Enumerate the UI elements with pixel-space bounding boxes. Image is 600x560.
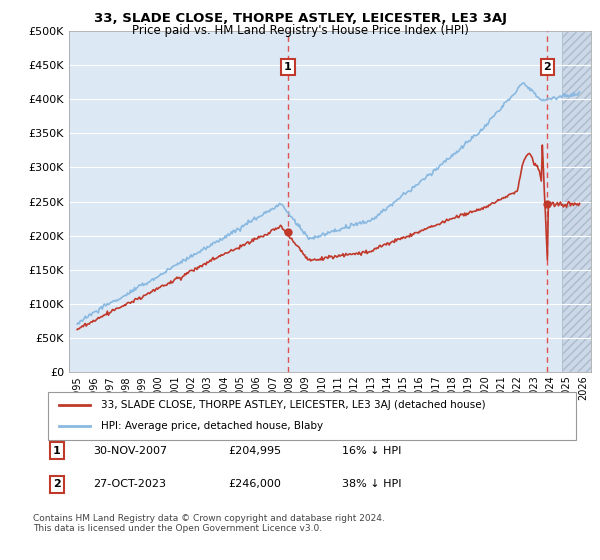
Text: 1: 1 [284, 62, 292, 72]
Text: 2: 2 [53, 479, 61, 489]
Text: 27-OCT-2023: 27-OCT-2023 [93, 479, 166, 489]
Text: 33, SLADE CLOSE, THORPE ASTLEY, LEICESTER, LE3 3AJ: 33, SLADE CLOSE, THORPE ASTLEY, LEICESTE… [94, 12, 506, 25]
Text: Contains HM Land Registry data © Crown copyright and database right 2024.
This d: Contains HM Land Registry data © Crown c… [33, 514, 385, 533]
Text: 2: 2 [544, 62, 551, 72]
Bar [562, 31, 591, 372]
FancyBboxPatch shape [48, 392, 576, 440]
Text: £246,000: £246,000 [228, 479, 281, 489]
Text: 30-NOV-2007: 30-NOV-2007 [93, 446, 167, 456]
Text: HPI: Average price, detached house, Blaby: HPI: Average price, detached house, Blab… [101, 421, 323, 431]
Text: 38% ↓ HPI: 38% ↓ HPI [342, 479, 401, 489]
Text: £204,995: £204,995 [228, 446, 281, 456]
Text: 16% ↓ HPI: 16% ↓ HPI [342, 446, 401, 456]
Text: 33, SLADE CLOSE, THORPE ASTLEY, LEICESTER, LE3 3AJ (detached house): 33, SLADE CLOSE, THORPE ASTLEY, LEICESTE… [101, 400, 485, 410]
Bar [562, 31, 591, 372]
Text: Price paid vs. HM Land Registry's House Price Index (HPI): Price paid vs. HM Land Registry's House … [131, 24, 469, 36]
Text: 1: 1 [53, 446, 61, 456]
